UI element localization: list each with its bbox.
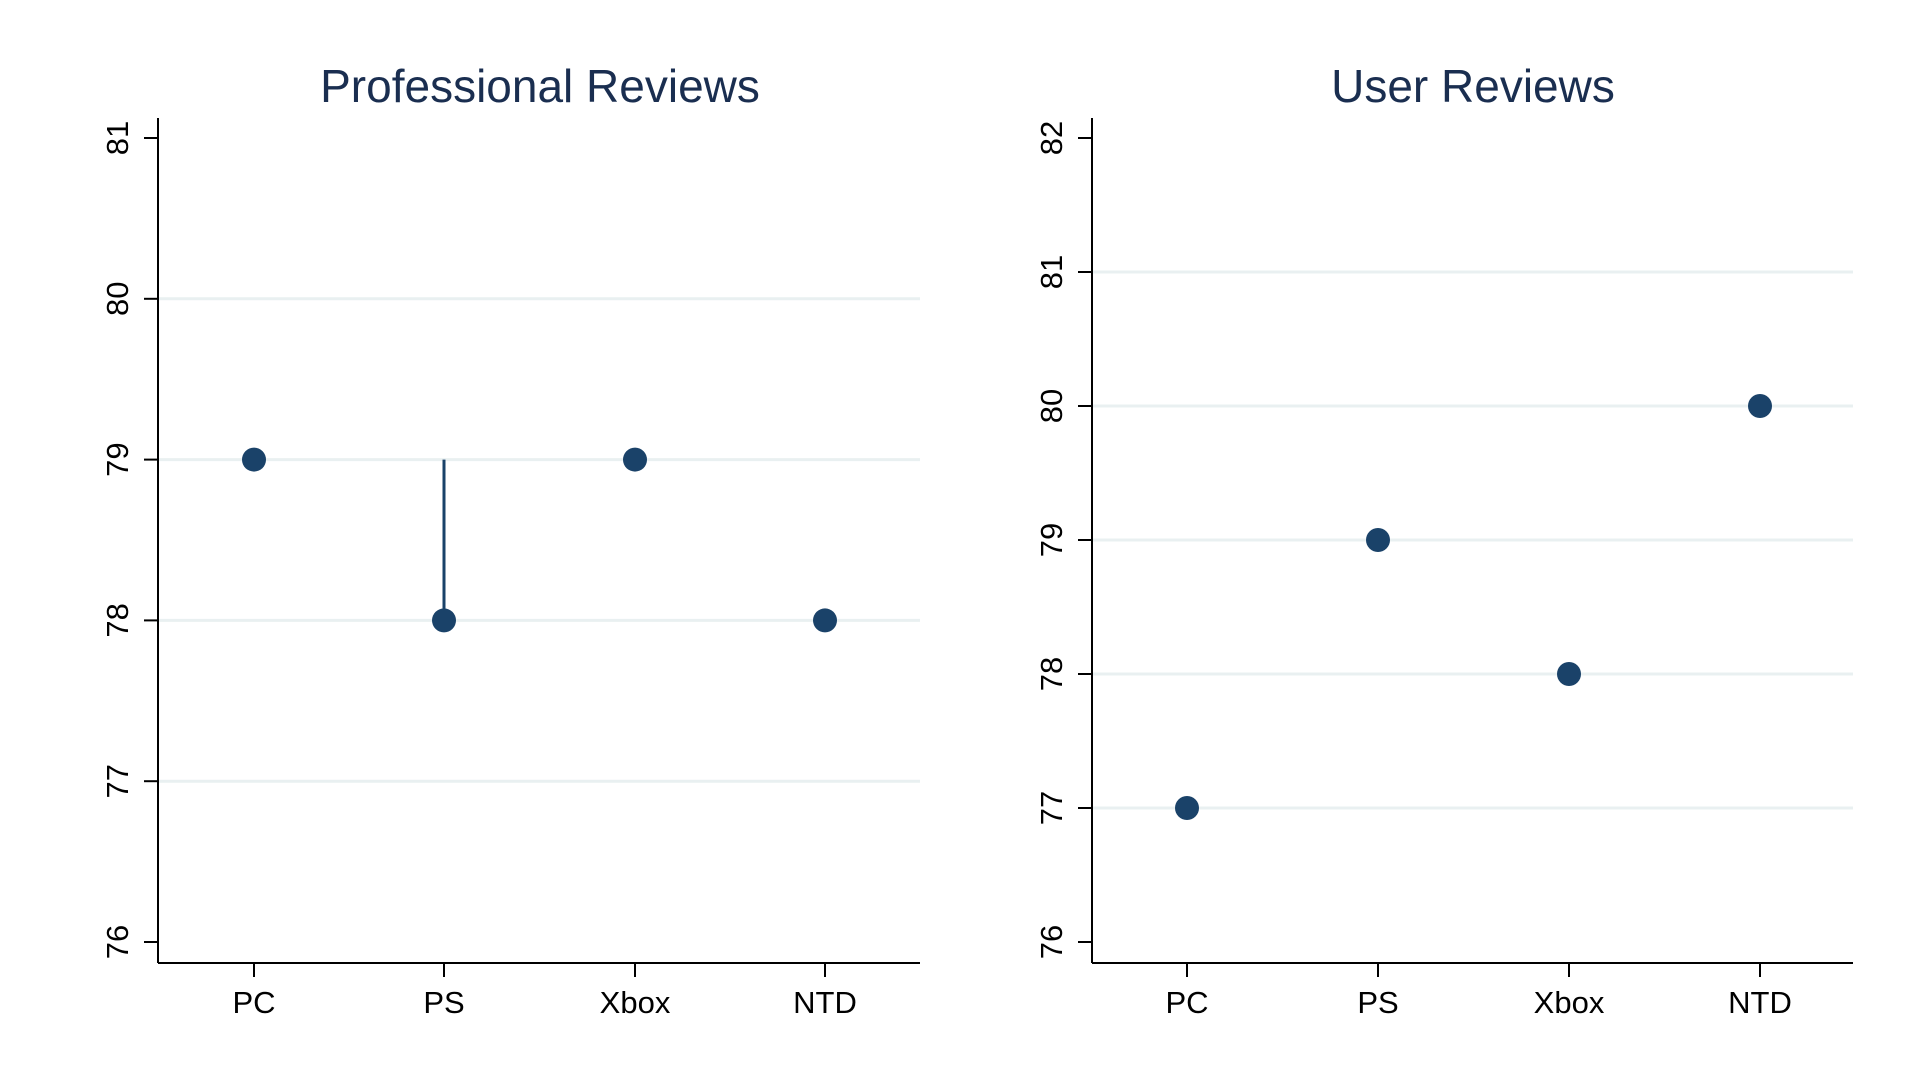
y-tick-label: 78 (1034, 657, 1069, 691)
data-point (242, 447, 266, 472)
y-tick-label: 76 (100, 925, 135, 959)
y-tick-label: 76 (1034, 925, 1069, 959)
y-tick-label: 82 (1034, 121, 1069, 155)
y-tick-label: 81 (1034, 255, 1069, 289)
y-tick-label: 77 (100, 764, 135, 798)
data-point (623, 447, 647, 472)
x-tick-label: PC (232, 985, 275, 1020)
x-tick-label: Xbox (1534, 985, 1605, 1020)
y-tick-label: 79 (1034, 523, 1069, 557)
x-tick-label: NTD (793, 985, 857, 1020)
x-tick-label: PC (1165, 985, 1208, 1020)
data-point (1748, 394, 1772, 418)
data-point (1175, 796, 1199, 820)
x-tick-label: Xbox (600, 985, 671, 1020)
y-tick-label: 77 (1034, 791, 1069, 825)
panel-professional-reviews: Professional Reviews 76 77 78 79 80 81 PC PS Xbo… (100, 60, 920, 1020)
x-tick-label: NTD (1728, 985, 1792, 1020)
y-tick-label: 80 (1034, 389, 1069, 423)
data-point (813, 608, 837, 633)
chart-title: Professional Reviews (320, 60, 760, 112)
y-tick-label: 79 (100, 442, 135, 476)
data-point (1557, 662, 1581, 686)
chart-title: User Reviews (1331, 60, 1615, 112)
y-tick-label: 78 (100, 603, 135, 637)
data-point (1366, 528, 1390, 552)
x-tick-label: PS (423, 985, 464, 1020)
y-tick-label: 81 (100, 121, 135, 155)
y-tick-label: 80 (100, 282, 135, 316)
panel-user-reviews: User Reviews 76 77 78 79 80 81 82 PC PS Xbox NTD (1034, 60, 1853, 1020)
x-tick-label: PS (1357, 985, 1398, 1020)
data-point (432, 608, 456, 633)
